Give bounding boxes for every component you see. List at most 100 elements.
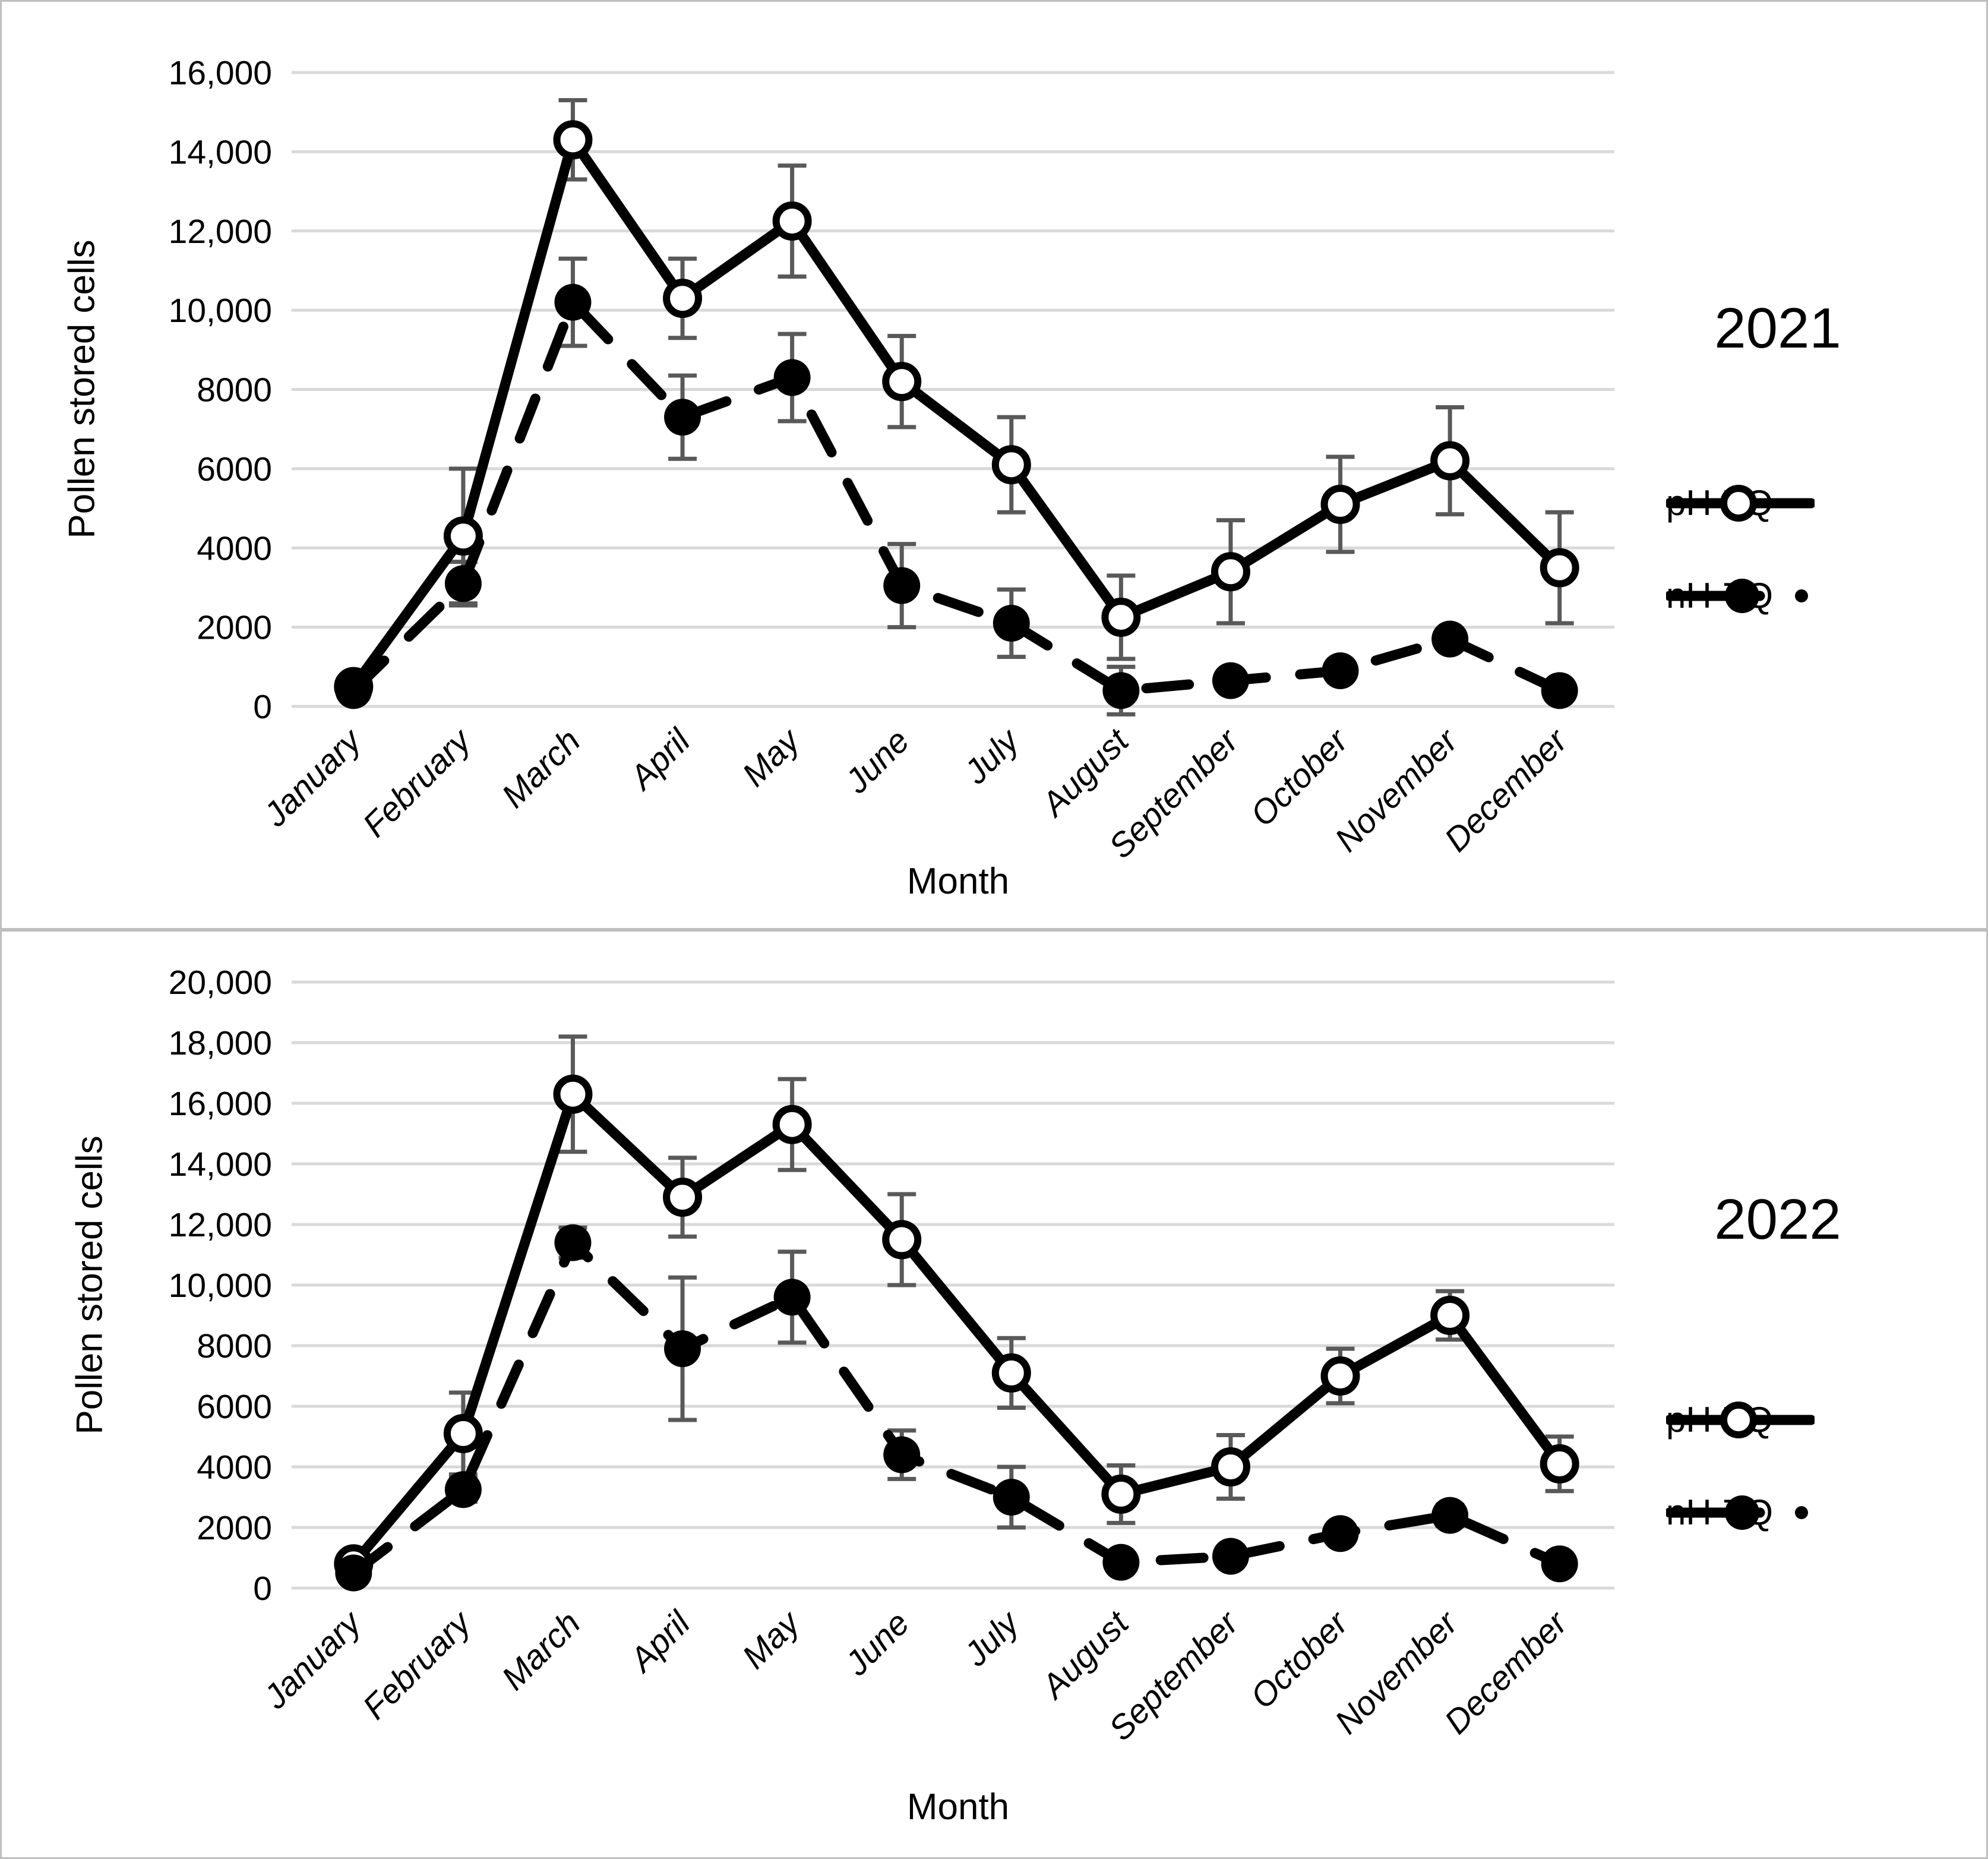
data-point-filled-circle bbox=[1431, 620, 1469, 658]
legend-open-circle-marker bbox=[1720, 1402, 1757, 1438]
y-tick-label: 8000 bbox=[197, 371, 272, 409]
data-point-open-circle bbox=[443, 516, 483, 556]
data-point-filled-circle bbox=[664, 399, 701, 436]
data-point-open-circle bbox=[772, 201, 812, 241]
data-point-open-circle bbox=[1320, 484, 1360, 524]
data-point-open-circle bbox=[1430, 1296, 1470, 1335]
data-point-filled-circle bbox=[554, 1224, 592, 1261]
data-point-open-circle bbox=[1540, 548, 1579, 588]
x-tick-label: December bbox=[1437, 721, 1576, 860]
series-line-pH-TQ bbox=[348, 1089, 1565, 1569]
data-point-filled-circle bbox=[444, 1471, 482, 1508]
y-tick-label: 4000 bbox=[197, 529, 272, 567]
legend-entry-nh-tq: nH-TQ bbox=[1666, 1492, 1808, 1533]
data-point-filled-circle bbox=[335, 1554, 372, 1592]
y-tick-label: 16,000 bbox=[169, 1085, 272, 1123]
legend-open-circle-marker bbox=[1720, 485, 1757, 522]
data-point-open-circle bbox=[443, 1413, 483, 1453]
x-tick-label: June bbox=[837, 1604, 916, 1683]
x-tick-label: January bbox=[256, 1602, 370, 1716]
data-point-open-circle bbox=[553, 1074, 593, 1114]
data-point-open-circle bbox=[991, 1353, 1031, 1393]
data-point-filled-circle bbox=[444, 565, 482, 602]
data-point-filled-circle bbox=[1102, 672, 1140, 709]
gridlines-group bbox=[292, 980, 1614, 1590]
data-point-open-circle bbox=[663, 1178, 703, 1217]
data-point-filled-circle bbox=[1541, 672, 1578, 709]
data-point-filled-circle bbox=[335, 672, 372, 709]
data-point-open-circle bbox=[1101, 1474, 1141, 1514]
error-bars-group bbox=[339, 98, 1574, 717]
x-tick-label: August bbox=[1033, 1603, 1137, 1706]
chart-title-year: 2022 bbox=[1714, 1188, 1841, 1251]
legend-entry-nh-tq: nH-TQ bbox=[1666, 576, 1808, 616]
y-tick-label: 10,000 bbox=[169, 1267, 272, 1305]
x-tick-label: April bbox=[621, 721, 698, 798]
x-axis-title: Month bbox=[906, 1787, 1010, 1828]
x-tick-label: February bbox=[356, 1602, 480, 1727]
legend-swatch-dashed-filled-circle bbox=[1666, 1495, 1808, 1530]
x-axis-title: Month bbox=[906, 861, 1010, 902]
y-tick-label: 14,000 bbox=[169, 1145, 272, 1183]
legend-entry-ph-tq: pH-TQ bbox=[1666, 1400, 1815, 1440]
x-tick-label: March bbox=[494, 1604, 587, 1697]
y-axis-tick-labels: 0 2000 4000 6000 8000 10,000 12,000 14,000 16,00… bbox=[169, 54, 272, 726]
y-tick-label: 6000 bbox=[197, 450, 272, 488]
x-tick-label: January bbox=[256, 720, 370, 834]
legend-filled-circle-marker bbox=[1725, 579, 1759, 613]
y-axis-tick-labels: 0 2000 4000 6000 8000 10,000 12,000 14,000 16,00… bbox=[169, 964, 272, 1608]
y-tick-label: 2000 bbox=[197, 609, 272, 647]
y-tick-label: 14,000 bbox=[169, 133, 272, 171]
data-point-filled-circle bbox=[993, 604, 1030, 642]
data-point-open-circle bbox=[1540, 1444, 1579, 1484]
data-point-open-circle bbox=[663, 279, 703, 318]
x-tick-label: August bbox=[1033, 721, 1137, 824]
legend-dash-dot bbox=[1795, 1506, 1808, 1519]
data-point-open-circle bbox=[553, 120, 593, 160]
data-point-open-circle bbox=[1101, 597, 1141, 637]
x-tick-label: October bbox=[1243, 1604, 1356, 1716]
data-point-filled-circle bbox=[1212, 1538, 1249, 1575]
chart-panel-2021: 0 2000 4000 6000 8000 10,000 12,000 14,000 16,00… bbox=[0, 0, 1988, 930]
series-line-nH-TQ bbox=[348, 297, 1565, 696]
x-tick-label: February bbox=[356, 720, 480, 844]
y-axis-title: Pollen stored cells bbox=[61, 239, 103, 539]
y-tick-label: 0 bbox=[253, 1570, 272, 1608]
series-markers-pH-TQ bbox=[334, 1074, 1579, 1584]
data-point-filled-circle bbox=[1322, 1515, 1359, 1552]
y-axis-title: Pollen stored cells bbox=[69, 1135, 110, 1435]
y-tick-label: 4000 bbox=[197, 1448, 272, 1486]
legend-dash-dot bbox=[1795, 589, 1808, 602]
data-point-filled-circle bbox=[773, 359, 811, 396]
y-tick-label: 12,000 bbox=[169, 213, 272, 251]
data-point-filled-circle bbox=[664, 1330, 701, 1368]
data-point-open-circle bbox=[1211, 1447, 1250, 1486]
y-tick-label: 6000 bbox=[197, 1388, 272, 1426]
data-point-filled-circle bbox=[773, 1279, 811, 1316]
x-tick-label: July bbox=[956, 720, 1028, 791]
series-markers-nH-TQ bbox=[335, 1224, 1578, 1592]
legend-filled-circle-marker bbox=[1725, 1495, 1759, 1530]
chart-panel-2022: 0 2000 4000 6000 8000 10,000 12,000 14,000 16,00… bbox=[0, 930, 1988, 1859]
data-point-filled-circle bbox=[1431, 1497, 1469, 1534]
series-markers-nH-TQ bbox=[335, 283, 1578, 709]
x-tick-label: March bbox=[494, 722, 587, 815]
x-tick-label: April bbox=[621, 1604, 698, 1680]
data-point-filled-circle bbox=[883, 567, 921, 604]
y-tick-label: 18,000 bbox=[169, 1024, 272, 1062]
chart-title-year: 2021 bbox=[1714, 296, 1841, 360]
legend-swatch-solid-open-circle bbox=[1666, 485, 1815, 522]
data-point-open-circle bbox=[991, 445, 1031, 485]
data-point-filled-circle bbox=[883, 1436, 921, 1473]
legend-swatch-solid-open-circle bbox=[1666, 1402, 1815, 1438]
series-line-nH-TQ bbox=[348, 1238, 1565, 1578]
data-point-filled-circle bbox=[1541, 1545, 1578, 1583]
x-tick-label: October bbox=[1243, 721, 1356, 834]
legend-entry-ph-tq: pH-TQ bbox=[1666, 483, 1815, 523]
gridlines-group bbox=[292, 71, 1614, 708]
y-tick-label: 8000 bbox=[197, 1327, 272, 1365]
data-point-open-circle bbox=[1430, 441, 1470, 481]
